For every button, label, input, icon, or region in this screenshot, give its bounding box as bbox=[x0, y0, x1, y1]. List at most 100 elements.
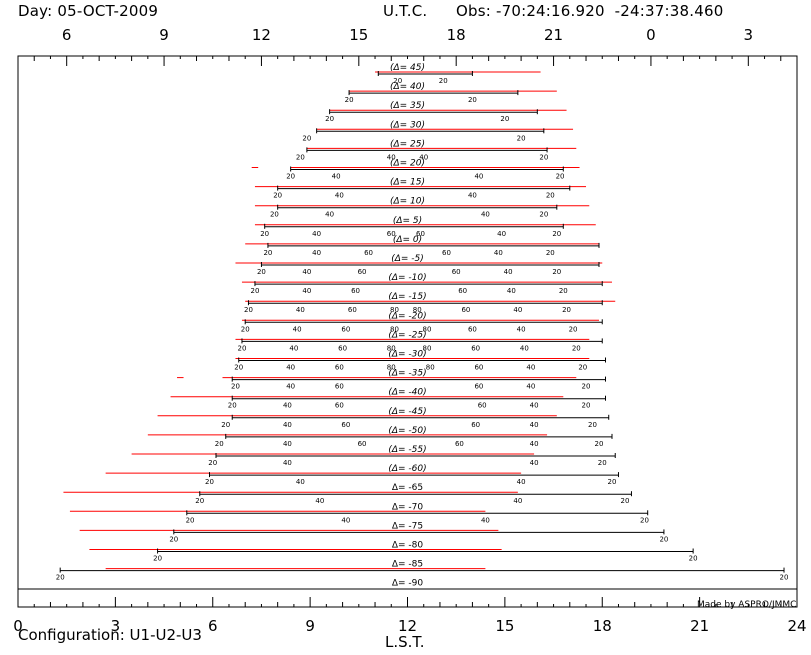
elevation-mark: 40 bbox=[526, 364, 535, 372]
utc-label: U.T.C. bbox=[383, 2, 428, 20]
elevation-mark: 40 bbox=[513, 497, 522, 505]
elevation-mark: 40 bbox=[481, 516, 490, 524]
elevation-mark: 20 bbox=[569, 325, 578, 333]
elevation-mark: 60 bbox=[364, 249, 373, 257]
top-tick-label: 0 bbox=[646, 26, 656, 44]
elevation-mark: 60 bbox=[358, 440, 367, 448]
top-tick-label: 6 bbox=[62, 26, 72, 44]
declination-label: Δ= -75 bbox=[392, 521, 423, 531]
declination-label: (Δ= 30) bbox=[390, 120, 425, 130]
elevation-mark: 20 bbox=[621, 497, 630, 505]
elevation-mark: 60 bbox=[471, 344, 480, 352]
elevation-mark: 20 bbox=[169, 535, 178, 543]
elevation-mark: 20 bbox=[539, 153, 548, 161]
declination-row: (Δ= 5) 20 40 60 60 40 20 bbox=[254, 216, 596, 238]
elevation-mark: 40 bbox=[517, 478, 526, 486]
day-label: Day: 05-OCT-2009 bbox=[18, 2, 159, 20]
elevation-mark: 20 bbox=[221, 421, 230, 429]
elevation-mark: 20 bbox=[572, 344, 581, 352]
declination-label: (Δ= 20) bbox=[390, 159, 425, 169]
declination-row: (Δ= -55) 20 40 40 20 bbox=[131, 445, 616, 467]
declination-label: (Δ= -10) bbox=[388, 273, 426, 283]
elevation-mark: 40 bbox=[341, 516, 350, 524]
declination-row: (Δ= 35) 20 20 bbox=[325, 101, 567, 123]
declination-row: (Δ= -40) 20 40 60 60 40 20 bbox=[170, 388, 606, 410]
elevation-mark: 60 bbox=[471, 421, 480, 429]
declination-row: Δ= -70 20 40 40 20 bbox=[69, 502, 649, 524]
elevation-mark: 40 bbox=[526, 383, 535, 391]
declination-row: (Δ= -60) 20 40 40 20 bbox=[105, 464, 619, 486]
declination-row: (Δ= -50) 20 40 60 60 40 20 bbox=[147, 426, 613, 448]
elevation-mark: 40 bbox=[312, 230, 321, 238]
declination-row: (Δ= 25) 20 40 40 20 bbox=[296, 139, 577, 161]
declination-row: (Δ= -5) 20 40 60 60 40 20 bbox=[235, 254, 603, 276]
elevation-mark: 60 bbox=[478, 402, 487, 410]
elevation-mark: 20 bbox=[296, 153, 305, 161]
elevation-mark: 40 bbox=[315, 497, 324, 505]
elevation-mark: 20 bbox=[153, 555, 162, 563]
elevation-mark: 20 bbox=[241, 325, 250, 333]
elevation-mark: 60 bbox=[474, 364, 483, 372]
elevation-mark: 60 bbox=[358, 268, 367, 276]
elevation-mark: 20 bbox=[578, 364, 587, 372]
elevation-mark: 60 bbox=[341, 325, 350, 333]
elevation-mark: 60 bbox=[338, 344, 347, 352]
elevation-mark: 20 bbox=[500, 115, 509, 123]
declination-label: (Δ= 40) bbox=[390, 82, 425, 92]
declination-label: (Δ= 5) bbox=[393, 216, 422, 226]
elevation-mark: 20 bbox=[56, 574, 65, 582]
declination-label: (Δ= 45) bbox=[390, 63, 425, 73]
bottom-tick-label: 9 bbox=[305, 617, 315, 635]
elevation-mark: 20 bbox=[689, 555, 698, 563]
elevation-mark: 60 bbox=[335, 402, 344, 410]
bottom-tick-label: 0 bbox=[13, 617, 23, 635]
observatory-label: Obs: -70:24:16.920 -24:37:38.460 bbox=[456, 2, 724, 20]
elevation-mark: 40 bbox=[283, 402, 292, 410]
bottom-tick-label: 21 bbox=[690, 617, 709, 635]
declination-row: (Δ= 15) 20 40 40 20 bbox=[254, 178, 587, 200]
bottom-tick-label: 3 bbox=[111, 617, 121, 635]
credit-label: Made by ASPRO/JMMC bbox=[697, 600, 797, 610]
elevation-mark: 20 bbox=[640, 516, 649, 524]
elevation-mark: 20 bbox=[552, 230, 561, 238]
elevation-mark: 40 bbox=[286, 383, 295, 391]
declination-row: (Δ= -30) 20 40 60 80 80 60 40 20 bbox=[234, 350, 606, 372]
declination-row: (Δ= -25) 20 40 60 80 80 60 40 20 bbox=[235, 330, 603, 352]
declination-label: (Δ= 35) bbox=[390, 101, 425, 111]
declination-row: Δ= -85 20 20 bbox=[56, 560, 789, 582]
declination-label: (Δ= -20) bbox=[388, 311, 426, 321]
top-axis: 6 9 12 15 18 21 0 3 bbox=[17, 26, 798, 66]
configuration-label: Configuration: U1-U2-U3 bbox=[18, 626, 202, 644]
declination-label: Δ= -85 bbox=[392, 560, 423, 570]
declination-row: (Δ= -35) 20 40 60 60 40 20 bbox=[177, 369, 606, 391]
elevation-mark: 80 bbox=[390, 306, 399, 314]
top-tick-label: 9 bbox=[159, 26, 169, 44]
elevation-mark: 40 bbox=[474, 173, 483, 181]
declination-row: Δ= -65 20 40 40 20 bbox=[63, 483, 632, 505]
bottom-tick-label: 24 bbox=[787, 617, 806, 635]
declination-label: (Δ= -60) bbox=[388, 464, 426, 474]
declination-label: Δ= -90 bbox=[392, 579, 424, 589]
elevation-mark: 20 bbox=[325, 115, 334, 123]
elevation-mark: 20 bbox=[208, 459, 217, 467]
elevation-mark: 20 bbox=[205, 478, 214, 486]
declination-label: (Δ= 15) bbox=[390, 178, 425, 188]
declination-row: (Δ= 20) 20 40 40 20 bbox=[251, 159, 580, 181]
elevation-mark: 60 bbox=[468, 325, 477, 333]
elevation-mark: 40 bbox=[283, 440, 292, 448]
elevation-mark: 20 bbox=[539, 211, 548, 219]
elevation-mark: 60 bbox=[474, 383, 483, 391]
elevation-mark: 20 bbox=[552, 268, 561, 276]
declination-label: Δ= -80 bbox=[392, 541, 424, 551]
elevation-mark: 40 bbox=[520, 344, 529, 352]
elevation-mark: 20 bbox=[468, 96, 477, 104]
elevation-mark: 40 bbox=[302, 268, 311, 276]
declination-label: (Δ= -55) bbox=[388, 445, 426, 455]
top-tick-label: 3 bbox=[744, 26, 754, 44]
declination-row: (Δ= -20) 20 40 60 80 80 60 40 20 bbox=[241, 311, 603, 333]
elevation-mark: 20 bbox=[595, 440, 604, 448]
elevation-mark: 40 bbox=[302, 287, 311, 295]
elevation-mark: 40 bbox=[419, 153, 428, 161]
elevation-mark: 60 bbox=[455, 440, 464, 448]
